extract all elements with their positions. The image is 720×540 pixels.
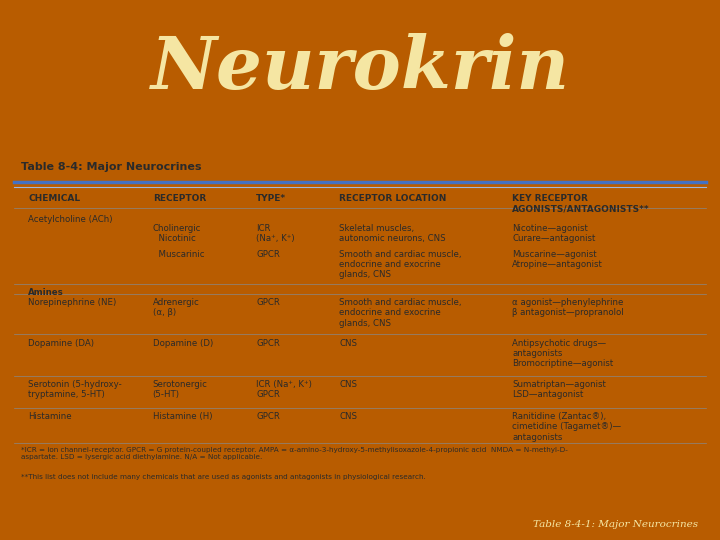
Text: Smooth and cardiac muscle,
endocrine and exocrine
glands, CNS: Smooth and cardiac muscle, endocrine and… [339,298,462,328]
Text: Histamine (H): Histamine (H) [153,412,212,421]
Text: Serotonergic
(5-HT): Serotonergic (5-HT) [153,380,207,400]
Text: GPCR: GPCR [256,249,280,259]
Text: Dopamine (D): Dopamine (D) [153,339,213,348]
Text: **This list does not include many chemicals that are used as agonists and antago: **This list does not include many chemic… [22,474,426,481]
Text: ICR
(Na⁺, K⁺): ICR (Na⁺, K⁺) [256,224,295,243]
Text: GPCR: GPCR [256,412,280,421]
Text: CHEMICAL: CHEMICAL [28,194,81,204]
Text: GPCR: GPCR [256,298,280,307]
Text: RECEPTOR: RECEPTOR [153,194,206,204]
Text: Sumatriptan—agonist
LSD—antagonist: Sumatriptan—agonist LSD—antagonist [512,380,606,400]
Text: KEY RECEPTOR
AGONISTS/ANTAGONISTS**: KEY RECEPTOR AGONISTS/ANTAGONISTS** [512,194,649,214]
Text: Acetylcholine (ACh): Acetylcholine (ACh) [28,215,113,224]
Text: Skeletal muscles,
autonomic neurons, CNS: Skeletal muscles, autonomic neurons, CNS [339,224,446,243]
Text: ICR (Na⁺, K⁺)
GPCR: ICR (Na⁺, K⁺) GPCR [256,380,312,400]
Text: Adrenergic
(α, β): Adrenergic (α, β) [153,298,199,318]
Text: CNS: CNS [339,339,357,348]
Text: Muscarine—agonist
Atropine—antagonist: Muscarine—agonist Atropine—antagonist [512,249,603,269]
Text: CNS: CNS [339,412,357,421]
Text: α agonist—phenylephrine
β antagonist—propranolol: α agonist—phenylephrine β antagonist—pro… [512,298,624,318]
Text: GPCR: GPCR [256,339,280,348]
Text: Dopamine (DA): Dopamine (DA) [28,339,94,348]
Text: Table 8-4: Major Neurocrines: Table 8-4: Major Neurocrines [22,161,202,172]
Text: CNS: CNS [339,380,357,389]
Text: Smooth and cardiac muscle,
endocrine and exocrine
glands, CNS: Smooth and cardiac muscle, endocrine and… [339,249,462,280]
Text: Serotonin (5-hydroxy-
tryptamine, 5-HT): Serotonin (5-hydroxy- tryptamine, 5-HT) [28,380,122,400]
Text: Norepinephrine (NE): Norepinephrine (NE) [28,298,117,307]
Text: *ICR = ion channel-receptor. GPCR = G protein-coupled receptor. AMPA = α-amino-3: *ICR = ion channel-receptor. GPCR = G pr… [22,447,568,460]
Text: Table 8-4-1: Major Neurocrines: Table 8-4-1: Major Neurocrines [534,521,698,529]
Text: Cholinergic
  Nicotinic: Cholinergic Nicotinic [153,224,201,243]
Text: Histamine: Histamine [28,412,72,421]
Text: Ranitidine (Zantac®),
cimetidine (Tagamet®)—
antagonists: Ranitidine (Zantac®), cimetidine (Tagame… [512,412,621,442]
Text: Neurokrin: Neurokrin [150,32,570,104]
Text: RECEPTOR LOCATION: RECEPTOR LOCATION [339,194,446,204]
Text: TYPE*: TYPE* [256,194,287,204]
Text: Nicotine—agonist
Curare—antagonist: Nicotine—agonist Curare—antagonist [512,224,595,243]
Text: Antipsychotic drugs—
antagonists
Bromocriptine—agonist: Antipsychotic drugs— antagonists Bromocr… [512,339,613,368]
Text: Amines: Amines [28,288,64,296]
Text: Muscarinic: Muscarinic [153,249,204,259]
